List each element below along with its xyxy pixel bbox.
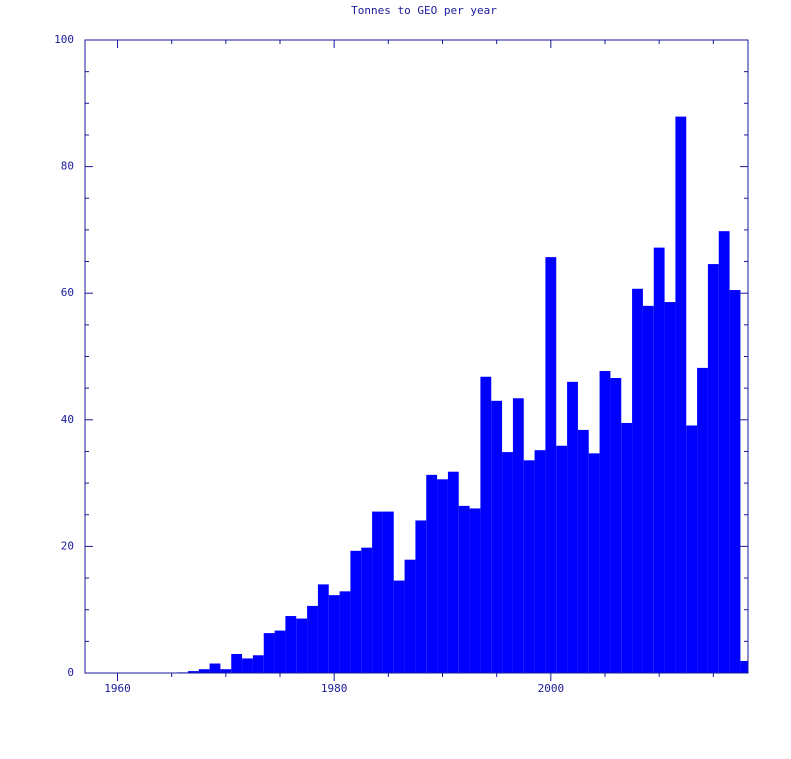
bar [437, 479, 448, 673]
bar [718, 231, 730, 673]
bar [231, 654, 243, 673]
bar [382, 511, 394, 673]
bar [242, 658, 253, 673]
bar [274, 630, 286, 673]
bar [252, 655, 264, 673]
bar [404, 559, 416, 673]
bar [697, 367, 708, 673]
bar [577, 429, 589, 673]
bar [187, 671, 199, 673]
bar [491, 400, 503, 673]
x-tick-label: 1980 [321, 682, 348, 695]
bar [686, 425, 698, 673]
y-tick-label: 60 [61, 286, 74, 299]
bar [350, 550, 362, 673]
bar [545, 257, 557, 673]
bar [621, 422, 633, 673]
bar [447, 471, 459, 673]
bar [707, 264, 719, 673]
x-tick-label: 1960 [104, 682, 131, 695]
bar [372, 511, 383, 673]
bar [675, 116, 687, 673]
bar [664, 302, 676, 673]
bar [556, 445, 568, 673]
bar [502, 452, 513, 673]
bar [729, 290, 741, 673]
bar [361, 547, 373, 673]
bar [415, 520, 427, 673]
y-tick-label: 0 [67, 666, 74, 679]
bar [198, 669, 210, 673]
bar [296, 618, 308, 673]
bar [209, 663, 221, 673]
y-tick-label: 40 [61, 413, 74, 426]
bar [220, 669, 232, 673]
bar [599, 371, 611, 673]
bar [339, 591, 351, 673]
bar [512, 398, 524, 673]
bar [263, 633, 275, 673]
bar [534, 450, 546, 673]
bar [610, 378, 622, 673]
bar [567, 381, 578, 673]
bar [653, 247, 665, 673]
bar [426, 474, 438, 673]
bar [469, 508, 481, 673]
x-tick-label: 2000 [538, 682, 565, 695]
bar [588, 453, 600, 673]
bar [523, 460, 535, 673]
y-tick-label: 100 [54, 33, 74, 46]
bar [480, 376, 492, 673]
bar [642, 305, 654, 673]
bar [307, 605, 318, 673]
bar [317, 584, 329, 673]
bar [632, 288, 643, 673]
bar [458, 505, 470, 673]
y-tick-label: 20 [61, 539, 74, 552]
bar [740, 660, 748, 673]
bar [393, 580, 405, 673]
chart-title: Tonnes to GEO per year [351, 4, 497, 17]
bar [285, 616, 297, 673]
y-tick-label: 80 [61, 160, 74, 173]
bar [328, 595, 340, 673]
